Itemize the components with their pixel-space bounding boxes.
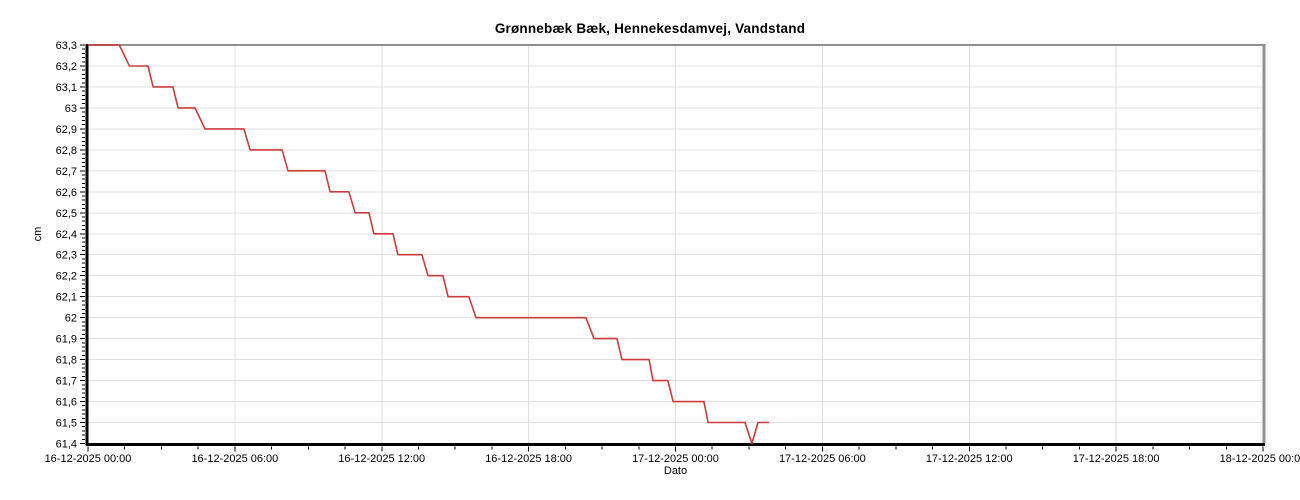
- y-tick-label: 62: [65, 313, 77, 325]
- y-tick-label: 61,9: [56, 334, 77, 346]
- y-tick-label: 61,7: [56, 376, 77, 388]
- y-tick-label: 62,1: [56, 292, 77, 304]
- y-tick-label: 63,2: [56, 61, 77, 73]
- y-tick-label: 62,7: [56, 166, 77, 178]
- y-tick-label: 61,5: [56, 418, 77, 430]
- x-tick-label: 16-12-2025 06:00: [191, 453, 278, 465]
- y-tick-label: 62,9: [56, 124, 77, 136]
- x-tick-label: 16-12-2025 00:00: [45, 453, 132, 465]
- x-tick-label: 17-12-2025 06:00: [779, 453, 866, 465]
- chart-title: Grønnebæk Bæk, Hennekesdamvej, Vandstand: [494, 21, 806, 36]
- x-tick-label: 17-12-2025 00:00: [632, 453, 719, 465]
- y-tick-label: 63,1: [56, 82, 77, 94]
- x-tick-label: 18-12-2025 00:00: [1220, 453, 1300, 465]
- y-tick-label: 61,8: [56, 355, 77, 367]
- y-tick-label: 62,6: [56, 187, 77, 199]
- x-axis-title: Dato: [663, 465, 688, 477]
- y-tick-label: 61,4: [56, 439, 77, 451]
- y-tick-label: 62,8: [56, 145, 77, 157]
- x-tick-label: 17-12-2025 18:00: [1073, 453, 1160, 465]
- y-tick-label: 61,6: [56, 397, 77, 409]
- y-tick-label: 62,4: [56, 229, 77, 241]
- x-tick-label: 16-12-2025 12:00: [338, 453, 425, 465]
- series-line-vandstand: [88, 44, 769, 445]
- y-tick-label: 63: [65, 103, 77, 115]
- y-tick-label: 62,2: [56, 271, 77, 283]
- y-tick-label: 63,3: [56, 40, 77, 52]
- y-tick-label: 62,5: [56, 208, 77, 220]
- x-tick-label: 17-12-2025 12:00: [926, 453, 1013, 465]
- y-tick-label: 62,3: [56, 250, 77, 262]
- x-tick-label: 16-12-2025 18:00: [485, 453, 572, 465]
